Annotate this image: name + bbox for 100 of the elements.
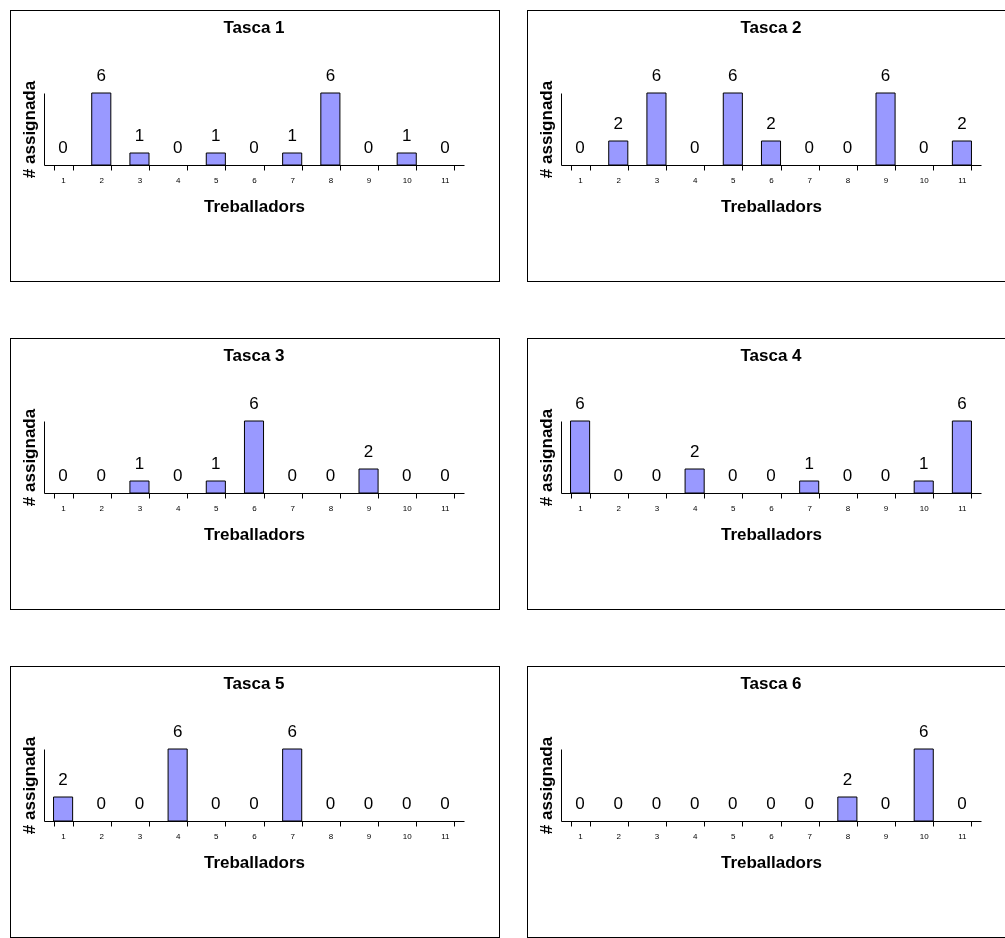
chart-title: Tasca 2 (740, 18, 802, 37)
data-label: 6 (249, 394, 259, 413)
x-tick-label: 3 (654, 503, 660, 513)
data-label: 0 (96, 794, 107, 813)
data-label: 2 (689, 442, 700, 461)
x-tick-label: 9 (883, 175, 889, 185)
x-tick-label: 6 (769, 503, 775, 513)
x-tick-label: 9 (883, 831, 889, 841)
chart-title: Tasca 1 (223, 18, 285, 37)
data-label: 1 (401, 126, 412, 145)
data-label: 1 (804, 454, 814, 473)
x-tick-label: 2 (616, 831, 622, 841)
x-tick-label: 8 (328, 175, 334, 185)
chart-title: Tasca 4 (740, 346, 803, 365)
data-label: 0 (325, 794, 336, 813)
x-tick-label: 8 (845, 503, 851, 513)
data-label: 6 (325, 66, 336, 85)
data-label: 0 (440, 466, 450, 485)
x-tick-label: 1 (578, 503, 584, 513)
x-axis-title: Treballadors (203, 524, 306, 544)
x-axis-title: Treballadors (203, 852, 306, 872)
data-label: 0 (766, 466, 776, 485)
x-axis-title: Treballadors (720, 196, 823, 216)
chart-title: Tasca 5 (223, 674, 285, 693)
x-tick-label: 1 (61, 175, 67, 185)
data-label: 6 (96, 66, 107, 85)
x-tick-label: 11 (441, 503, 451, 513)
x-axis-title: Treballadors (720, 852, 823, 872)
data-label: 0 (728, 466, 738, 485)
data-label: 0 (575, 138, 585, 157)
data-label: 2 (363, 442, 374, 461)
x-tick-label: 2 (99, 831, 105, 841)
x-tick-label: 7 (807, 503, 813, 513)
data-label: 0 (957, 794, 967, 813)
x-tick-label: 10 (919, 503, 930, 513)
x-tick-label: 4 (175, 175, 181, 185)
data-label: 0 (842, 138, 853, 157)
x-tick-label: 9 (366, 831, 372, 841)
x-tick-label: 11 (958, 831, 968, 841)
y-axis-title: # assignada (19, 736, 39, 835)
data-label: 0 (249, 138, 259, 157)
data-label: 1 (211, 126, 221, 145)
data-label: 0 (401, 794, 412, 813)
data-label: 0 (58, 138, 68, 157)
data-label: 0 (134, 794, 145, 813)
x-tick-label: 9 (366, 175, 372, 185)
x-tick-label: 5 (214, 175, 220, 185)
x-tick-label: 3 (654, 831, 660, 841)
data-label: 0 (440, 794, 450, 813)
x-tick-label: 4 (175, 503, 181, 513)
x-tick-label: 4 (692, 831, 698, 841)
x-tick-label: 7 (290, 831, 296, 841)
x-tick-label: 6 (252, 175, 258, 185)
x-tick-label: 10 (919, 831, 930, 841)
x-tick-label: 2 (99, 503, 105, 513)
data-label: 1 (134, 454, 145, 473)
x-tick-label: 3 (137, 503, 143, 513)
data-label: 0 (363, 138, 374, 157)
data-label: 6 (651, 66, 662, 85)
data-label: 6 (918, 722, 929, 741)
data-label: 0 (880, 466, 891, 485)
x-tick-label: 6 (769, 831, 775, 841)
data-label: 2 (957, 114, 967, 133)
x-tick-label: 8 (845, 175, 851, 185)
data-label: 0 (613, 466, 624, 485)
data-label: 0 (58, 466, 68, 485)
data-label: 0 (249, 794, 259, 813)
x-tick-label: 8 (845, 831, 851, 841)
x-tick-label: 1 (61, 831, 67, 841)
x-tick-label: 4 (692, 175, 698, 185)
x-tick-label: 11 (441, 831, 451, 841)
x-tick-label: 5 (731, 831, 737, 841)
x-tick-label: 10 (402, 831, 413, 841)
data-label: 0 (804, 138, 814, 157)
data-label: 6 (287, 722, 297, 741)
x-tick-label: 11 (958, 175, 968, 185)
x-axis-title: Treballadors (720, 524, 823, 544)
data-label: 1 (211, 454, 221, 473)
data-label: 0 (172, 138, 183, 157)
data-label: 6 (172, 722, 183, 741)
data-label: 6 (880, 66, 891, 85)
x-tick-label: 7 (807, 831, 813, 841)
x-tick-label: 2 (616, 503, 622, 513)
data-label: 1 (918, 454, 929, 473)
x-tick-label: 9 (883, 503, 889, 513)
x-tick-label: 6 (252, 503, 258, 513)
data-label: 0 (918, 138, 929, 157)
x-tick-label: 10 (919, 175, 930, 185)
x-tick-label: 1 (61, 503, 67, 513)
chart-title: Tasca 6 (740, 674, 802, 693)
data-label: 1 (287, 126, 297, 145)
x-tick-label: 7 (290, 503, 296, 513)
x-tick-label: 3 (137, 831, 143, 841)
x-tick-label: 3 (137, 175, 143, 185)
data-label: 0 (804, 794, 814, 813)
data-label: 6 (728, 66, 738, 85)
data-label: 0 (651, 466, 662, 485)
x-tick-label: 8 (328, 831, 334, 841)
x-tick-label: 5 (214, 503, 220, 513)
x-axis-title: Treballadors (203, 196, 306, 216)
